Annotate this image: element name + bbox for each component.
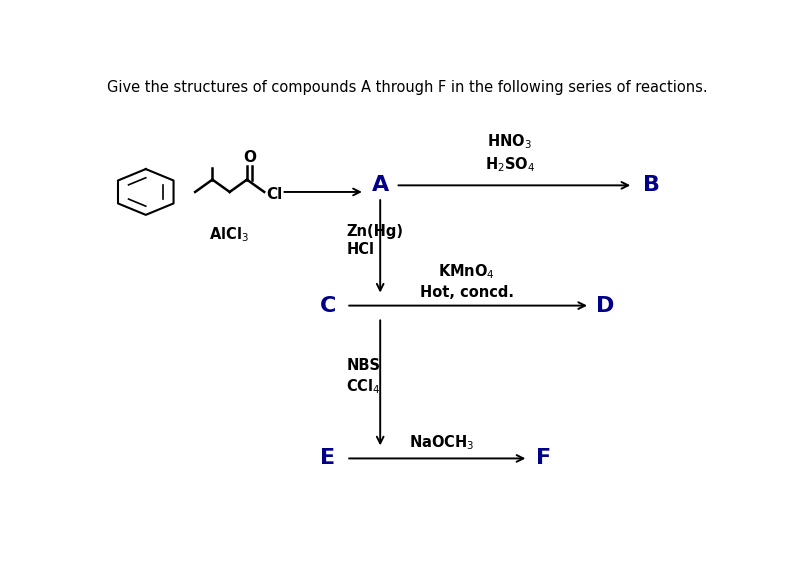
Text: C: C — [319, 296, 336, 316]
Text: Cl: Cl — [266, 186, 283, 202]
Text: Give the structures of compounds A through F in the following series of reaction: Give the structures of compounds A throu… — [107, 80, 708, 94]
Text: NaOCH$_3$: NaOCH$_3$ — [409, 433, 474, 452]
Text: AlCl$_3$: AlCl$_3$ — [209, 225, 249, 244]
Text: Zn(Hg)
HCl: Zn(Hg) HCl — [346, 224, 404, 257]
Text: F: F — [536, 448, 552, 468]
Text: D: D — [596, 296, 615, 316]
Text: HNO$_3$
H$_2$SO$_4$: HNO$_3$ H$_2$SO$_4$ — [485, 133, 535, 174]
Text: NBS
CCl$_4$: NBS CCl$_4$ — [346, 358, 380, 396]
Text: KMnO$_4$
Hot, concd.: KMnO$_4$ Hot, concd. — [419, 263, 513, 300]
Text: E: E — [320, 448, 335, 468]
Text: A: A — [372, 176, 388, 196]
Text: O: O — [243, 150, 256, 165]
Text: B: B — [643, 176, 660, 196]
